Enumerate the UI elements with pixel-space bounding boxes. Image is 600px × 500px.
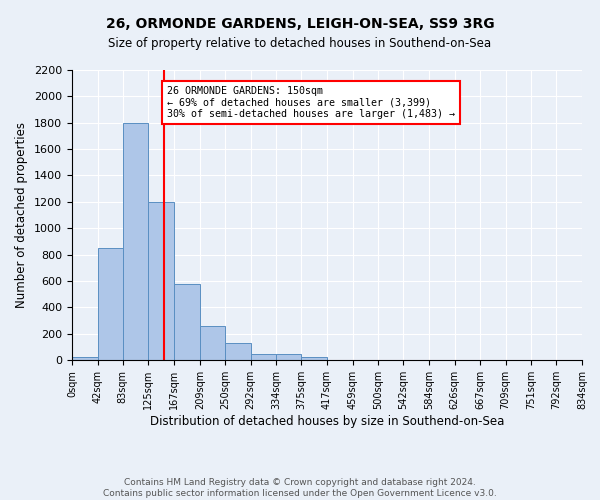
Text: Contains HM Land Registry data © Crown copyright and database right 2024.
Contai: Contains HM Land Registry data © Crown c… — [103, 478, 497, 498]
Text: 26 ORMONDE GARDENS: 150sqm
← 69% of detached houses are smaller (3,399)
30% of s: 26 ORMONDE GARDENS: 150sqm ← 69% of deta… — [167, 86, 455, 119]
Bar — [174, 284, 200, 360]
Text: 26, ORMONDE GARDENS, LEIGH-ON-SEA, SS9 3RG: 26, ORMONDE GARDENS, LEIGH-ON-SEA, SS9 3… — [106, 18, 494, 32]
Bar — [200, 326, 225, 360]
Bar — [251, 354, 276, 360]
Bar — [123, 122, 148, 360]
Y-axis label: Number of detached properties: Number of detached properties — [16, 122, 28, 308]
Bar — [276, 354, 301, 360]
X-axis label: Distribution of detached houses by size in Southend-on-Sea: Distribution of detached houses by size … — [150, 414, 504, 428]
Text: Size of property relative to detached houses in Southend-on-Sea: Size of property relative to detached ho… — [109, 38, 491, 51]
Bar — [72, 356, 98, 360]
Bar — [148, 202, 174, 360]
Bar — [301, 356, 327, 360]
Bar — [98, 248, 123, 360]
Bar — [225, 343, 251, 360]
